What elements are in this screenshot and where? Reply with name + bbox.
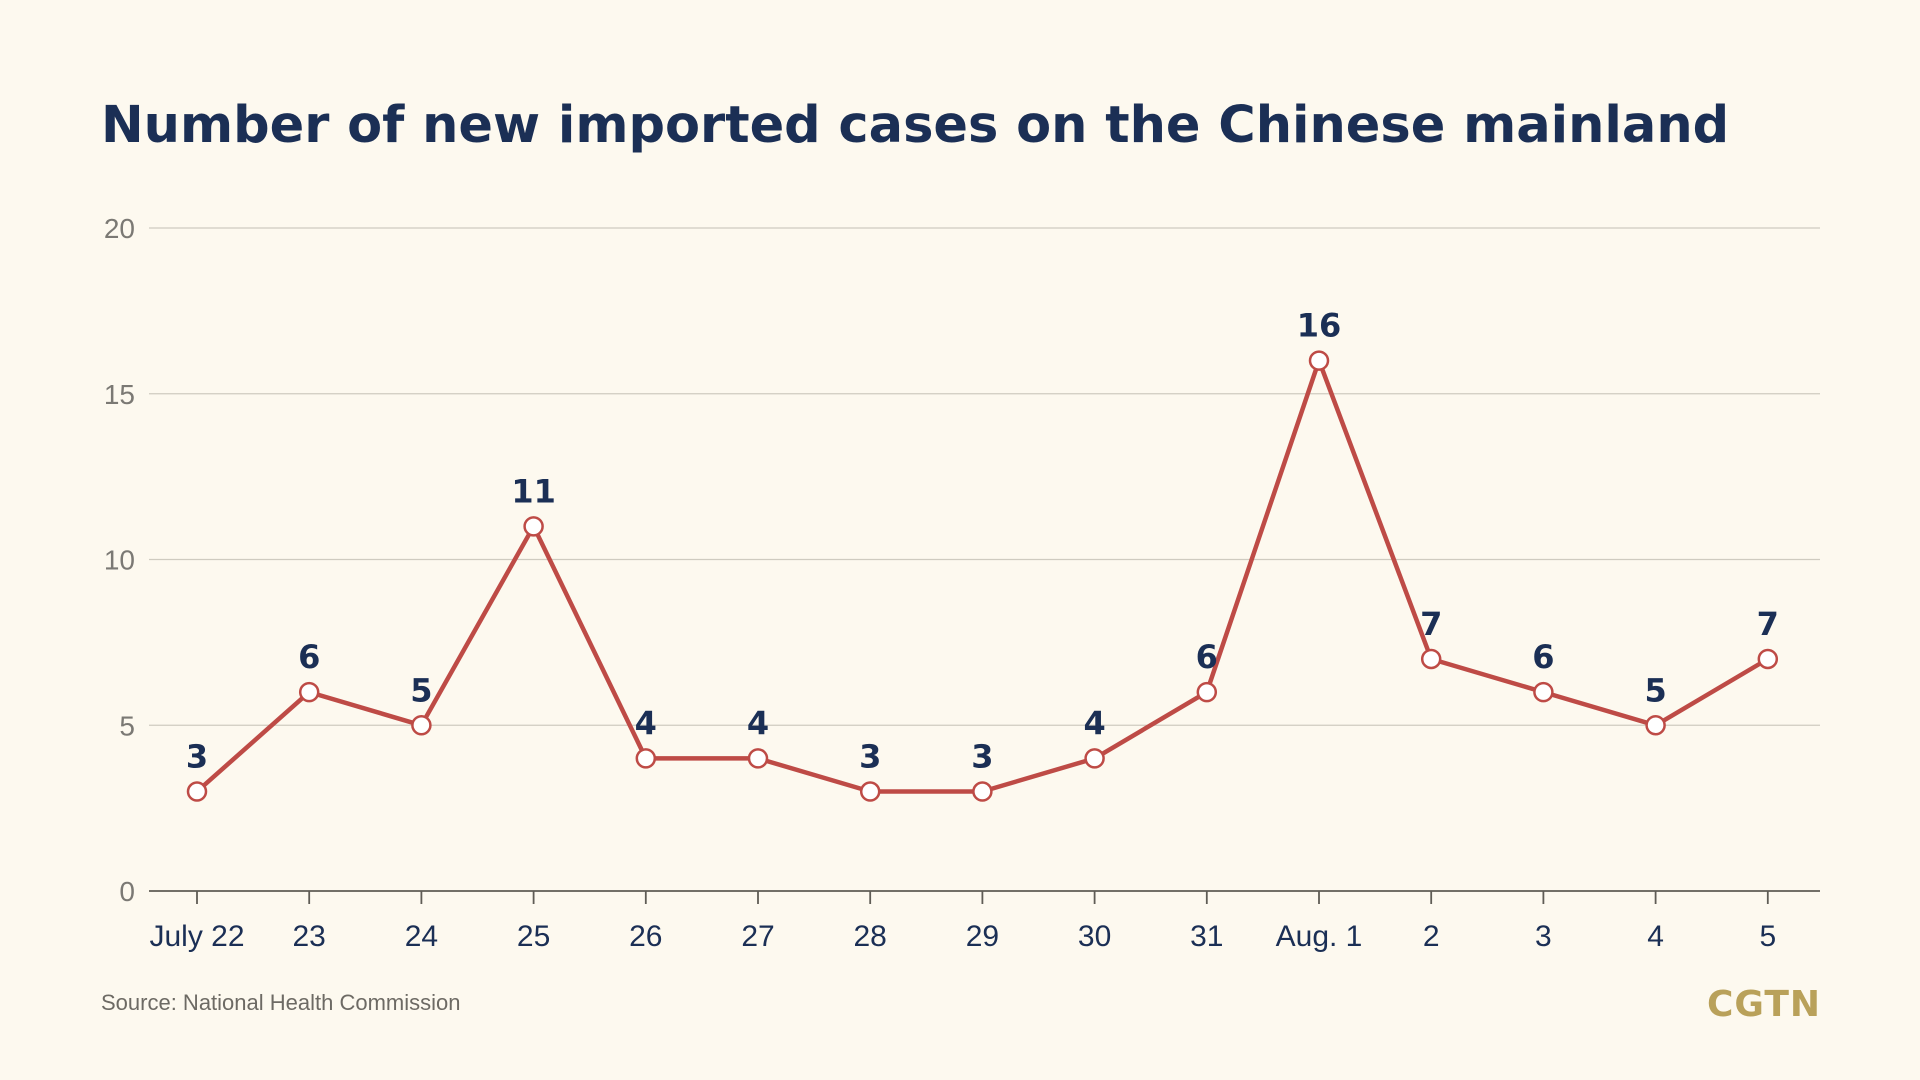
x-tick-label: 30	[1078, 920, 1111, 953]
data-label: 3	[186, 738, 208, 776]
chart-title: Number of new imported cases on the Chin…	[101, 96, 1730, 155]
data-point	[1308, 350, 1330, 371]
data-points	[186, 350, 1779, 802]
data-point	[1757, 648, 1779, 670]
data-label: 7	[1757, 605, 1779, 643]
x-tick-label: 5	[1759, 920, 1776, 953]
data-point	[859, 781, 881, 802]
x-axis	[149, 890, 1820, 904]
data-label: 6	[298, 638, 320, 676]
x-tick-label: July 22	[149, 920, 244, 953]
series-line	[194, 358, 1771, 794]
data-label: 4	[635, 704, 657, 742]
data-point	[298, 681, 320, 703]
series-line-layer	[194, 358, 1771, 794]
data-label: 5	[1644, 671, 1666, 709]
data-point	[972, 781, 993, 802]
data-point	[523, 516, 544, 537]
x-tick-label: 23	[293, 920, 326, 953]
x-tick-label: 28	[854, 920, 887, 953]
x-tick-label: 25	[517, 920, 550, 953]
data-point	[1196, 681, 1218, 703]
data-label: 4	[747, 704, 769, 742]
data-label: 5	[410, 671, 432, 709]
y-axis-tick-labels: 0 5 10 15 20	[104, 213, 135, 907]
y-tick-label: 0	[119, 876, 135, 907]
y-tick-label: 15	[104, 379, 135, 410]
x-tick-label: 27	[741, 920, 774, 953]
x-tick-label: 31	[1190, 920, 1223, 953]
data-label: 6	[1532, 638, 1554, 676]
data-label: 7	[1420, 605, 1442, 643]
y-tick-label: 5	[119, 710, 135, 741]
y-tick-label: 10	[104, 545, 135, 576]
y-tick-label: 20	[104, 213, 135, 244]
x-tick-label: Aug. 1	[1276, 920, 1363, 953]
gridlines	[149, 227, 1820, 726]
data-point	[1533, 681, 1554, 703]
data-point	[1420, 648, 1442, 670]
data-label: 6	[1196, 638, 1218, 676]
x-tick-label: 4	[1647, 920, 1664, 953]
data-labels: 3 6 5 11 4 4 3 3 4 6 16 7 6 5 7	[186, 307, 1779, 776]
source-note: Source: National Health Commission	[101, 990, 461, 1015]
data-point	[411, 715, 432, 736]
x-tick-label: 2	[1423, 920, 1440, 953]
data-point	[186, 781, 208, 802]
data-label: 16	[1297, 307, 1342, 345]
data-label: 3	[859, 738, 881, 776]
data-point	[1645, 715, 1666, 736]
data-label: 11	[511, 472, 556, 510]
x-tick-label: 26	[629, 920, 662, 953]
x-tick-label: 24	[405, 920, 438, 953]
x-tick-label: 29	[966, 920, 999, 953]
data-point	[747, 748, 769, 769]
data-point	[635, 748, 657, 769]
data-label: 3	[971, 738, 993, 776]
cgtn-logo: CGTN	[1707, 984, 1822, 1025]
x-tick-label: 3	[1535, 920, 1552, 953]
data-label: 4	[1083, 704, 1105, 742]
data-point	[1084, 748, 1105, 769]
